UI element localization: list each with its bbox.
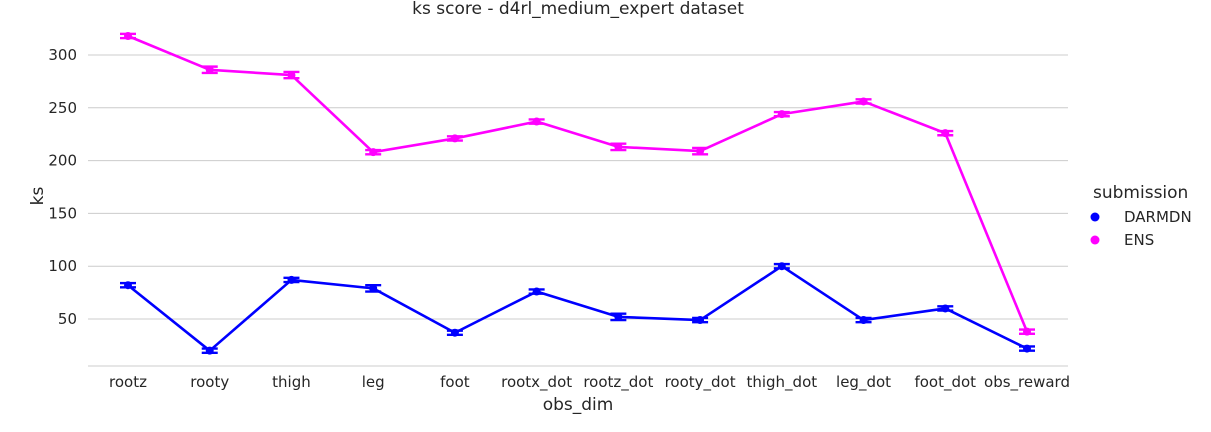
data-point	[287, 71, 296, 80]
y-tick-label: 250	[48, 99, 77, 117]
data-point	[696, 147, 705, 156]
legend-label: ENS	[1124, 231, 1154, 249]
series-line	[127, 264, 1028, 352]
data-point	[450, 328, 459, 337]
legend-title: submission	[1093, 183, 1188, 203]
series-ens	[120, 31, 1035, 336]
data-point	[859, 97, 868, 106]
x-tick-label: foot	[440, 373, 470, 391]
data-point	[614, 142, 623, 151]
data-point	[532, 117, 541, 126]
x-tick-label: rootx_dot	[501, 373, 572, 392]
series-group	[120, 31, 1035, 355]
y-axis-title: ks	[28, 187, 48, 206]
x-tick-label: thigh	[272, 373, 311, 391]
x-tick-label: obs_reward	[984, 373, 1070, 392]
data-point	[369, 284, 378, 293]
legend-marker-ens	[1090, 235, 1100, 245]
data-point	[777, 110, 786, 119]
x-tick-label: rooty	[190, 373, 229, 391]
data-point	[614, 312, 623, 321]
data-point	[777, 262, 786, 271]
x-tick-label: leg_dot	[836, 373, 891, 392]
x-tick-label: rootz_dot	[583, 373, 653, 392]
data-point	[287, 275, 296, 284]
x-tick-label: leg	[362, 373, 385, 391]
data-point	[532, 287, 541, 296]
gridlines	[88, 54, 1068, 320]
data-point	[124, 31, 132, 40]
legend: submission DARMDN ENS	[1090, 183, 1192, 249]
y-tick-labels: 50 100 150 200 250 300	[48, 46, 77, 328]
series-line	[127, 34, 1029, 333]
legend-marker-darmdn	[1090, 212, 1100, 222]
data-point	[205, 346, 214, 355]
chart-title: ks score - d4rl_medium_expert dataset	[412, 0, 744, 19]
data-point	[696, 316, 705, 325]
data-point	[1023, 344, 1031, 353]
data-point	[369, 148, 378, 157]
y-tick-label: 150	[48, 204, 77, 222]
y-tick-label: 100	[48, 257, 77, 275]
data-point	[941, 129, 950, 138]
y-tick-label: 50	[58, 310, 77, 328]
x-tick-labels: rootz rooty thigh leg foot rootx_dot rootz_dot…	[109, 373, 1070, 392]
data-point	[1023, 327, 1031, 336]
x-axis-title: obs_dim	[543, 395, 614, 415]
x-tick-label: thigh_dot	[746, 373, 817, 392]
data-point	[450, 134, 459, 143]
data-point	[124, 281, 132, 290]
x-tick-label: foot_dot	[914, 373, 976, 392]
data-point	[205, 65, 214, 74]
legend-label: DARMDN	[1124, 208, 1192, 226]
data-point	[941, 304, 950, 313]
y-tick-label: 200	[48, 152, 77, 170]
x-tick-label: rootz	[109, 373, 147, 391]
x-tick-label: rooty_dot	[665, 373, 736, 392]
series-darmdn	[120, 262, 1035, 355]
y-tick-label: 300	[48, 46, 77, 64]
data-point	[859, 316, 868, 325]
